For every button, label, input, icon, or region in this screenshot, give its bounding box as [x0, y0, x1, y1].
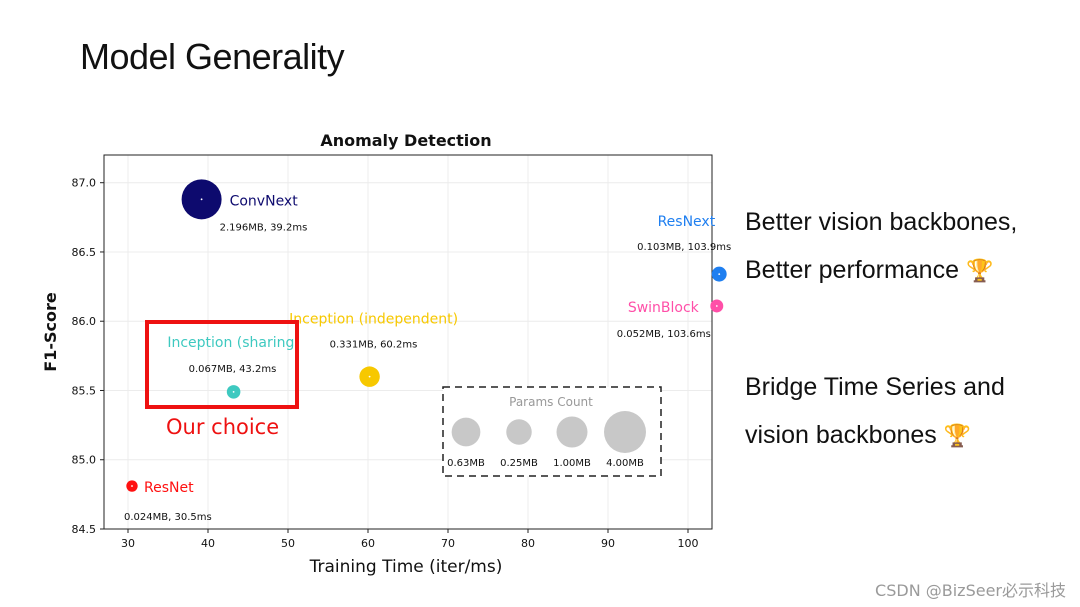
y-tick-label: 85.0: [72, 454, 97, 467]
params-legend-circle: [556, 416, 588, 448]
bullet-line-1: Better vision backbones,: [745, 208, 1018, 236]
point-info-label: 0.103MB, 103.9ms: [637, 242, 731, 253]
point-center-dot: [131, 485, 133, 487]
point-center-dot: [232, 390, 235, 393]
chart-title: Anomaly Detection: [320, 131, 491, 150]
slide-title: Model Generality: [80, 36, 345, 77]
point-center-dot: [715, 305, 718, 307]
x-tick-label: 50: [281, 537, 295, 550]
x-tick-label: 80: [521, 537, 535, 550]
bullet-line-4-text: vision backbones: [745, 421, 937, 449]
point-center-dot: [200, 198, 203, 201]
x-tick-label: 100: [678, 537, 699, 550]
our-choice-box: [145, 320, 299, 409]
params-legend-circle: [506, 419, 532, 445]
point-info-label: 0.052MB, 103.6ms: [617, 329, 711, 340]
x-axis-label: Training Time (iter/ms): [309, 557, 503, 577]
our-choice-label: Our choice: [166, 415, 279, 439]
params-legend-items: 0.63MB 0.25MB 1.00MB 4.00MB: [447, 411, 646, 469]
point-label: Inception (sharing): [167, 335, 300, 351]
point-label: ResNext: [658, 214, 716, 230]
points-layer: ConvNext 2.196MB, 39.2ms ResNext 0.103MB, 1…: [124, 179, 731, 523]
point-info-label: 0.331MB, 60.2ms: [330, 340, 418, 351]
ticks-layer: 30 40 50 60 70 80 90 100 84.5 85.0 85.5 86.0 86.5 87.…: [72, 177, 699, 550]
bullet-line-2-text: Better performance: [745, 256, 959, 284]
plot-frame: [103, 154, 713, 530]
y-axis-label: F1-Score: [41, 292, 60, 372]
params-legend-title: Params Count: [509, 395, 593, 409]
y-tick-label: 87.0: [72, 177, 97, 190]
params-legend-circle: [451, 417, 481, 447]
watermark: CSDN @BizSeer必示科技: [875, 581, 1066, 600]
bullet-line-2: Better performance 🏆: [745, 256, 993, 285]
x-tick-label: 30: [121, 537, 135, 550]
params-legend-label: 0.25MB: [500, 458, 538, 469]
x-tick-label: 40: [201, 537, 215, 550]
point-label: SwinBlock: [628, 300, 700, 316]
point-info-label: 0.067MB, 43.2ms: [189, 364, 277, 375]
x-tick-label: 70: [441, 537, 455, 550]
trophy-icon: 🏆: [943, 423, 972, 448]
y-tick-label: 86.5: [72, 246, 97, 259]
point-label: ConvNext: [230, 193, 299, 209]
point-center-dot: [368, 375, 371, 378]
point-label: Inception (independent): [289, 312, 458, 328]
params-legend-label: 0.63MB: [447, 458, 485, 469]
x-tick-label: 90: [601, 537, 615, 550]
bullet-line-4: vision backbones 🏆: [745, 421, 971, 450]
point-info-label: 0.024MB, 30.5ms: [124, 512, 212, 523]
trophy-icon: 🏆: [965, 258, 994, 283]
y-tick-label: 85.5: [72, 384, 97, 397]
point-info-label: 2.196MB, 39.2ms: [220, 222, 308, 233]
x-tick-label: 60: [361, 537, 375, 550]
y-tick-label: 86.0: [72, 315, 97, 328]
point-label: ResNet: [144, 480, 194, 496]
point-center-dot: [718, 273, 721, 276]
bullet-line-3: Bridge Time Series and: [745, 373, 1005, 401]
params-legend-label: 4.00MB: [606, 458, 644, 469]
params-legend-label: 1.00MB: [553, 458, 591, 469]
params-legend-circle: [604, 411, 646, 453]
y-tick-label: 84.5: [72, 523, 97, 536]
